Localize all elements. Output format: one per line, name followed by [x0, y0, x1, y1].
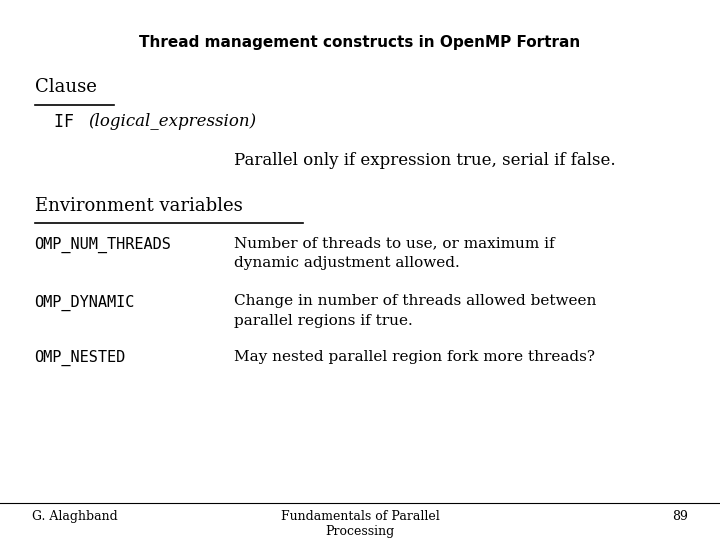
Text: Parallel only if expression true, serial if false.: Parallel only if expression true, serial… — [234, 152, 616, 169]
Text: May nested parallel region fork more threads?: May nested parallel region fork more thr… — [234, 350, 595, 364]
Text: IF: IF — [54, 113, 84, 131]
Text: Change in number of threads allowed between
parallel regions if true.: Change in number of threads allowed betw… — [234, 294, 596, 328]
Text: Clause: Clause — [35, 78, 96, 96]
Text: Number of threads to use, or maximum if
dynamic adjustment allowed.: Number of threads to use, or maximum if … — [234, 237, 554, 270]
Text: OMP_DYNAMIC: OMP_DYNAMIC — [35, 294, 135, 310]
Text: OMP_NESTED: OMP_NESTED — [35, 350, 126, 366]
Text: 89: 89 — [672, 510, 688, 523]
Text: Fundamentals of Parallel
Processing: Fundamentals of Parallel Processing — [281, 510, 439, 538]
Text: OMP_NUM_THREADS: OMP_NUM_THREADS — [35, 237, 171, 253]
Text: G. Alaghband: G. Alaghband — [32, 510, 118, 523]
Text: Thread management constructs in OpenMP Fortran: Thread management constructs in OpenMP F… — [140, 35, 580, 50]
Text: Environment variables: Environment variables — [35, 197, 243, 214]
Text: (logical_expression): (logical_expression) — [88, 113, 256, 130]
